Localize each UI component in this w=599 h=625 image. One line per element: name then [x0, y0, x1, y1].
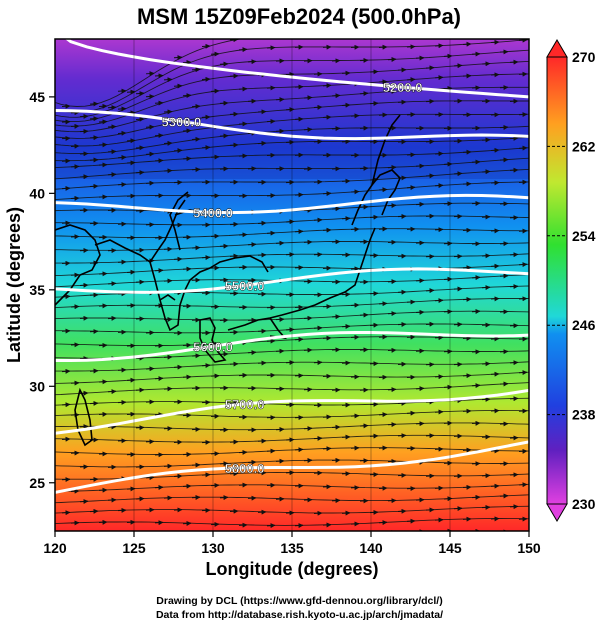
colorbar-tick-label: 270	[572, 49, 596, 65]
x-tick-label: 120	[43, 540, 67, 556]
x-tick-label: 135	[280, 540, 304, 556]
contour-label: 5300.0	[162, 114, 202, 129]
x-tick-label: 145	[438, 540, 462, 556]
colorbar: 230 238 246 254 262 270	[546, 39, 596, 522]
x-tick-label: 150	[517, 540, 541, 556]
contour-label: 5700.0	[225, 397, 265, 412]
colorbar-top-arrow	[546, 39, 568, 58]
colorbar-tick-label: 238	[572, 407, 596, 423]
y-tick-label: 45	[29, 89, 45, 105]
x-tick-label: 125	[122, 540, 146, 556]
colorbar-tick-label: 246	[572, 317, 596, 333]
credit-data: Data from http://database.rish.kyoto-u.a…	[155, 609, 444, 621]
y-tick-label: 30	[29, 378, 45, 394]
y-axis-label: Latitude (degrees)	[4, 207, 24, 363]
colorbar-ticks: 230 238 246 254 262 270	[547, 49, 596, 512]
colorbar-tick-label: 254	[572, 228, 596, 244]
colorbar-tick-label: 262	[572, 138, 596, 154]
contour-label: 5500.0	[225, 278, 265, 293]
x-axis-ticks: 120 125 130 135 140 145 150	[43, 531, 541, 556]
coastlines	[55, 114, 401, 447]
x-tick-label: 140	[359, 540, 383, 556]
y-tick-label: 40	[29, 185, 45, 201]
colorbar-bottom-arrow	[546, 503, 568, 522]
contour-label: 5200.0	[383, 80, 423, 95]
colorbar-gradient	[546, 56, 568, 505]
colorbar-tick-label: 230	[572, 496, 596, 512]
wind-streamlines	[55, 39, 529, 531]
grid-lines	[133, 39, 451, 531]
y-tick-label: 35	[29, 282, 45, 298]
credit-drawing: Drawing by DCL (https://www.gfd-dennou.o…	[156, 595, 443, 607]
map-title: MSM 15Z09Feb2024 (500.0hPa)	[137, 4, 461, 29]
y-axis-ticks: 25 30 35 40 45	[29, 89, 55, 491]
x-tick-label: 130	[201, 540, 225, 556]
plot-area: 5200.05300.05400.05500.05600.05700.05800…	[55, 39, 529, 531]
contour-label: 5800.0	[225, 461, 265, 476]
y-tick-label: 25	[29, 475, 45, 491]
x-axis-label: Longitude (degrees)	[205, 559, 378, 579]
